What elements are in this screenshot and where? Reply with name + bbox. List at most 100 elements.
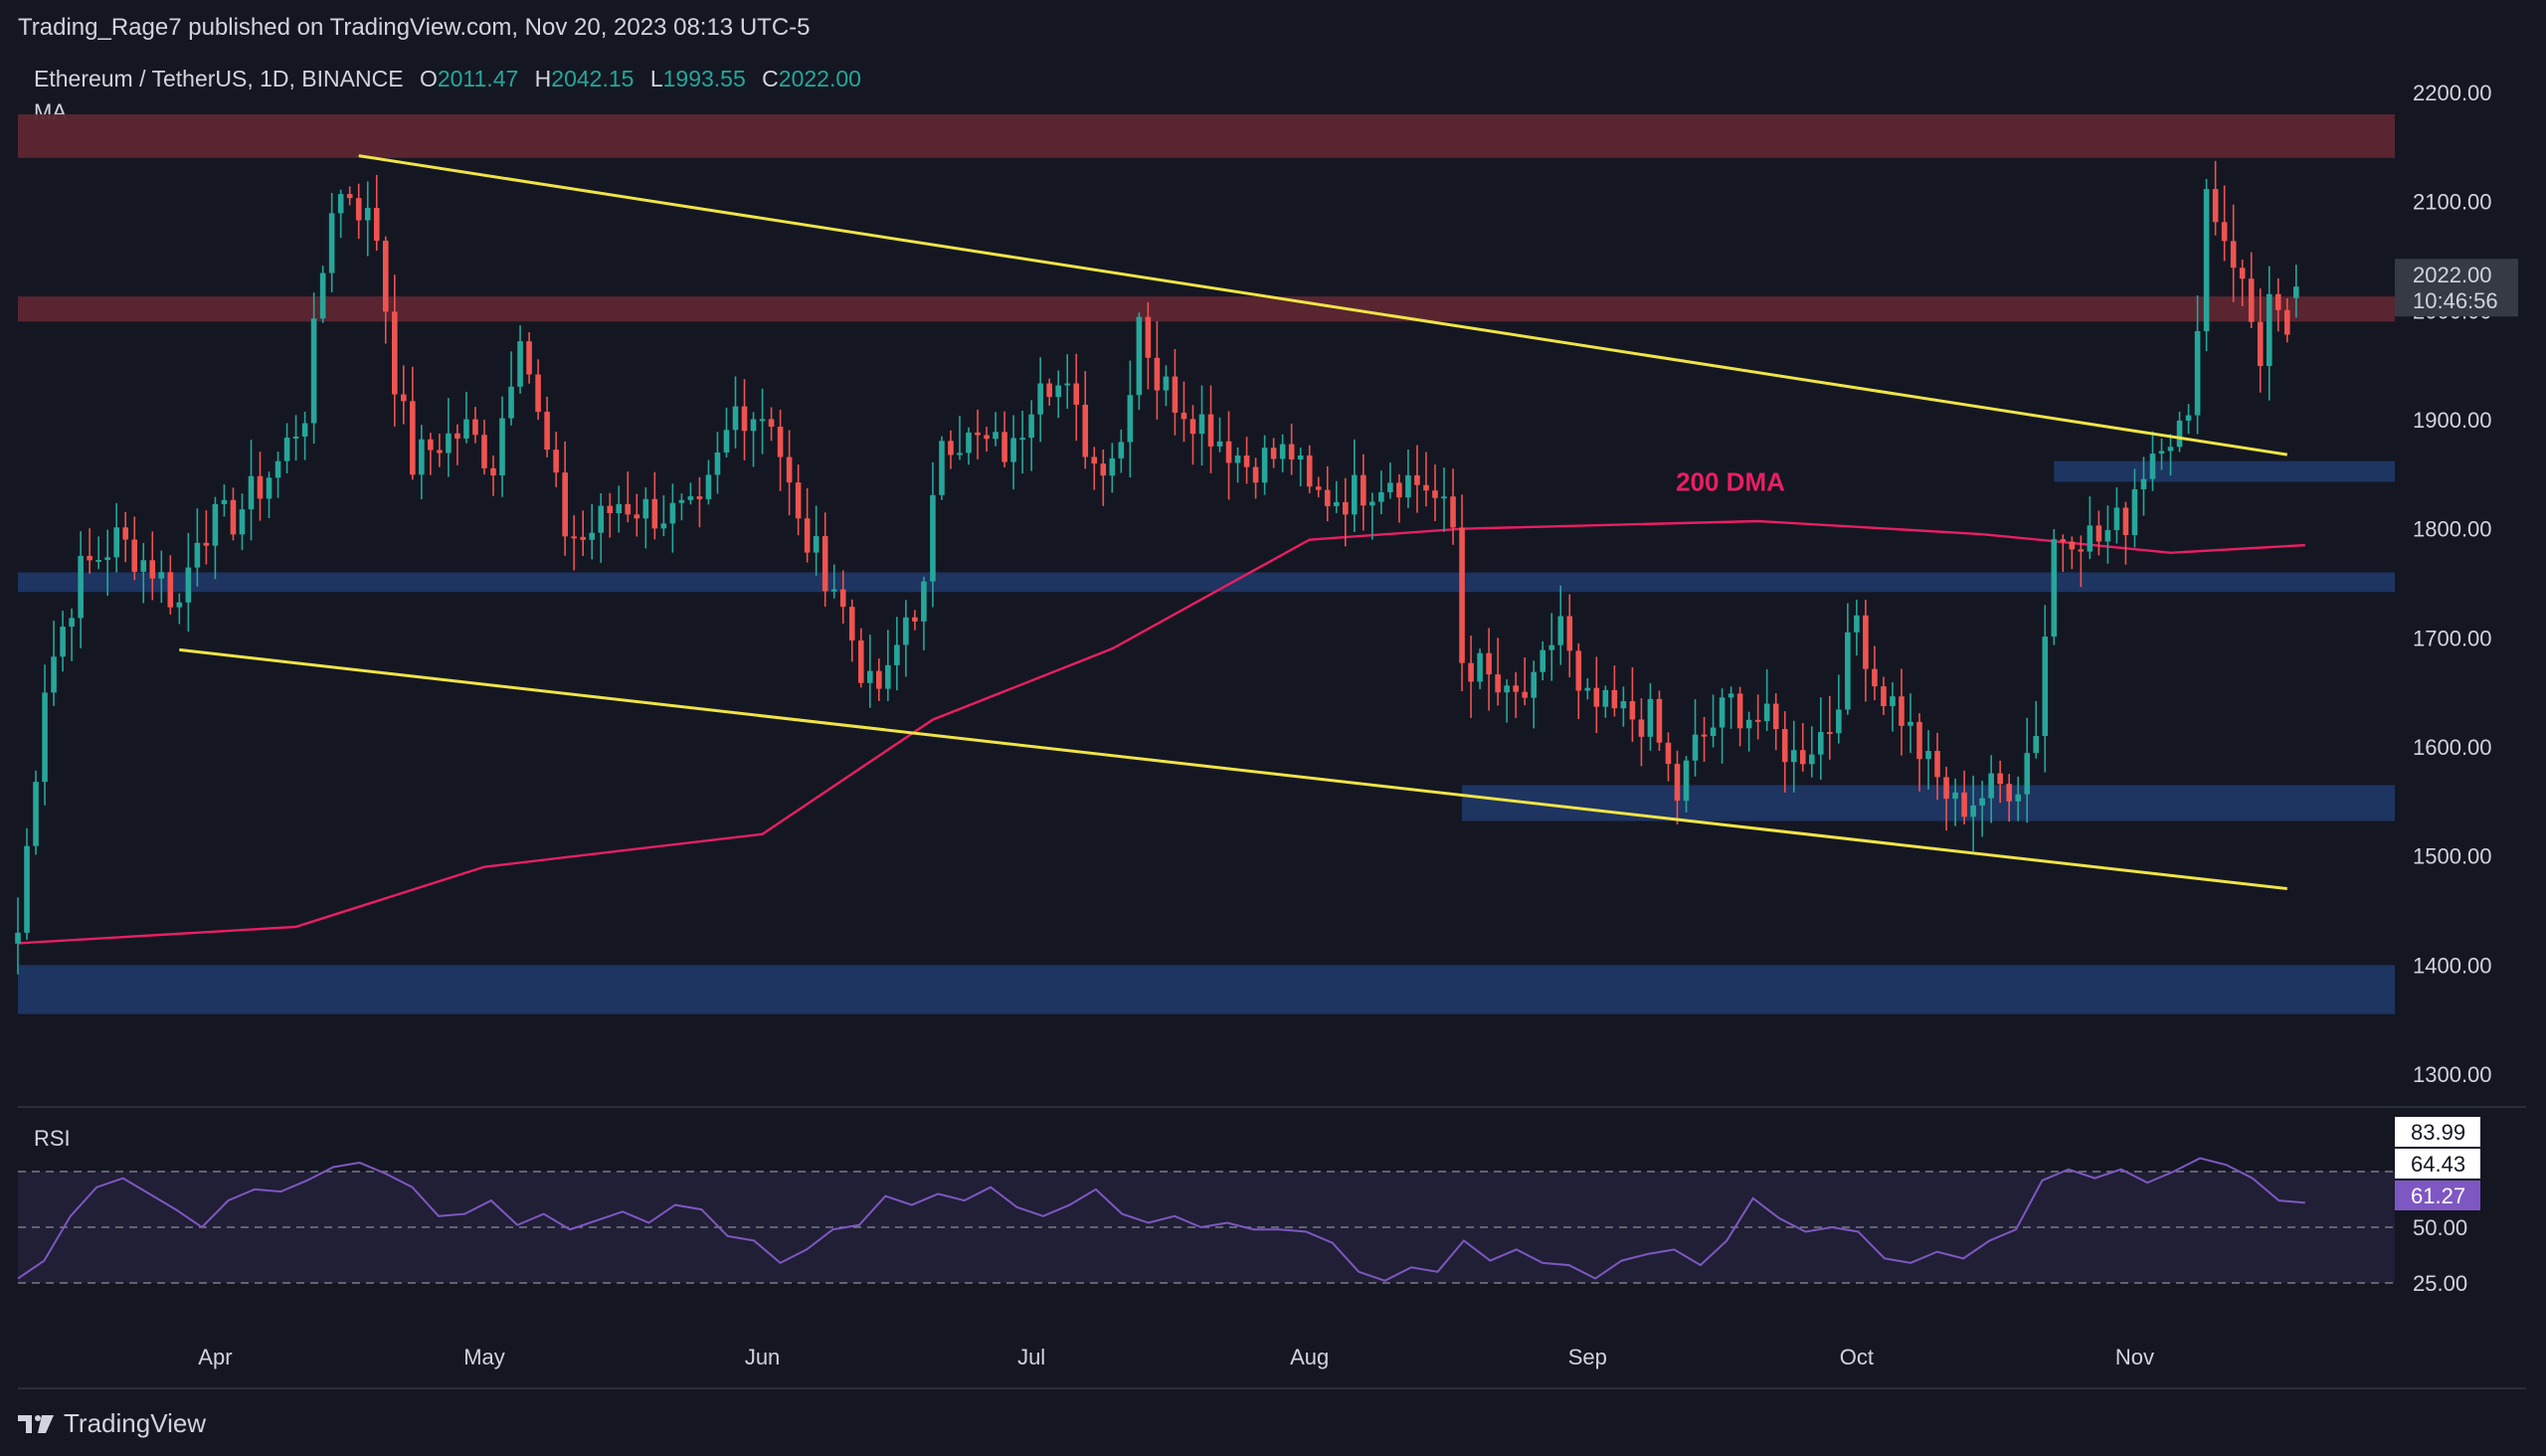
price-tick-label: 2100.00: [2413, 190, 2492, 215]
candle-body: [2069, 541, 2076, 550]
candle-body: [1908, 721, 1913, 726]
candle-body: [741, 406, 748, 432]
low-value: 1993.55: [662, 66, 746, 91]
rsi-badge-current-bg: [2395, 1181, 2480, 1210]
candle-body: [1028, 414, 1034, 439]
candle-body: [391, 311, 398, 395]
candle-body: [158, 572, 165, 579]
candle-body: [1261, 448, 1268, 483]
candle-body: [2194, 330, 2201, 416]
candle-body: [2078, 549, 2085, 552]
candle-body: [966, 432, 972, 454]
candle-body: [1899, 696, 1905, 726]
candle-body: [2122, 507, 2129, 536]
candle-body: [1772, 703, 1779, 730]
candle-body: [2095, 525, 2102, 542]
candle-body: [1172, 376, 1179, 413]
candle-body: [1127, 395, 1134, 443]
candle-body: [1270, 448, 1277, 459]
candle-body: [544, 412, 550, 451]
candle-body: [678, 499, 685, 503]
candle-body: [2033, 736, 2040, 754]
symbol-legend[interactable]: Ethereum / TetherUS, 1D, BINANCE O2011.4…: [34, 66, 861, 92]
candle-body: [1181, 412, 1187, 420]
candle-body: [1531, 671, 1537, 698]
candle-body: [364, 207, 371, 221]
candle-body: [2185, 415, 2192, 421]
candle-body: [930, 494, 936, 582]
candle-body: [2203, 189, 2210, 331]
candle-body: [283, 438, 290, 461]
candle-body: [337, 194, 344, 214]
candle-body: [60, 627, 66, 657]
candle-body: [1154, 357, 1161, 391]
candle-body: [1387, 482, 1393, 492]
ma-200-label: 200 DMA: [1676, 466, 1785, 496]
candle-body: [1719, 697, 1726, 728]
candle-body: [1890, 696, 1896, 707]
ma-200-line: [17, 519, 2305, 945]
candle-body: [33, 782, 39, 846]
candle-body: [301, 423, 308, 437]
candle-body: [1584, 687, 1591, 691]
low-label: L: [649, 66, 663, 91]
candle-body: [1315, 486, 1322, 490]
candle-body: [410, 401, 416, 475]
candle-body: [2221, 222, 2228, 242]
candle-body: [122, 527, 129, 540]
candle-body: [651, 498, 658, 529]
rsi-indicator-label[interactable]: RSI: [34, 1126, 71, 1151]
candle-body: [2015, 794, 2022, 802]
candle-body: [1611, 689, 1618, 709]
candle-body: [1566, 616, 1573, 651]
candle-body: [508, 386, 514, 419]
candle-body: [230, 499, 237, 535]
candle-body: [1728, 693, 1734, 698]
candle-body: [1916, 721, 1922, 760]
candle-body: [1324, 489, 1331, 506]
candle-body: [984, 435, 990, 440]
candle-body: [481, 435, 487, 468]
rsi-badge-upper: 83.99: [2411, 1120, 2465, 1145]
candle-body: [248, 475, 255, 510]
rsi-tick-label: 25.00: [2413, 1271, 2467, 1296]
candle-body: [696, 496, 703, 499]
candle-body: [194, 542, 201, 568]
candle-body: [167, 572, 174, 608]
candle-body: [1665, 742, 1672, 765]
candle-body: [1432, 490, 1438, 498]
candle-body: [239, 509, 246, 535]
candle-body: [2149, 454, 2156, 479]
candle-body: [1863, 615, 1869, 669]
tradingview-brand[interactable]: TradingView: [18, 1408, 206, 1439]
candle-body: [69, 618, 75, 628]
candle-body: [1593, 687, 1600, 707]
candle-body: [777, 427, 784, 457]
candle-body: [1046, 383, 1052, 398]
candle-body: [1019, 438, 1025, 441]
candle-body: [1396, 482, 1402, 498]
lower-trendline: [179, 647, 2287, 891]
candle-body: [903, 617, 909, 645]
candle-body: [1961, 792, 1967, 818]
candle-body: [2140, 478, 2147, 489]
candle-body: [1189, 419, 1196, 435]
candle-body: [1414, 474, 1420, 485]
candle-body: [921, 581, 927, 622]
candle-body: [1827, 732, 1833, 735]
price-badge: [2395, 259, 2518, 317]
candle-body: [1477, 652, 1483, 682]
candle-body: [185, 567, 192, 603]
close-label: C: [762, 66, 779, 91]
candle-body: [373, 207, 380, 242]
symbol-title[interactable]: Ethereum / TetherUS, 1D, BINANCE: [34, 66, 404, 91]
candle-body: [1602, 689, 1609, 707]
candle-body: [1216, 441, 1223, 447]
candle-body: [642, 498, 649, 519]
candle-body: [616, 503, 623, 514]
candle-body: [1252, 466, 1259, 483]
candle-body: [1243, 455, 1250, 467]
candle-body: [1656, 698, 1663, 743]
candle-body: [750, 419, 757, 432]
